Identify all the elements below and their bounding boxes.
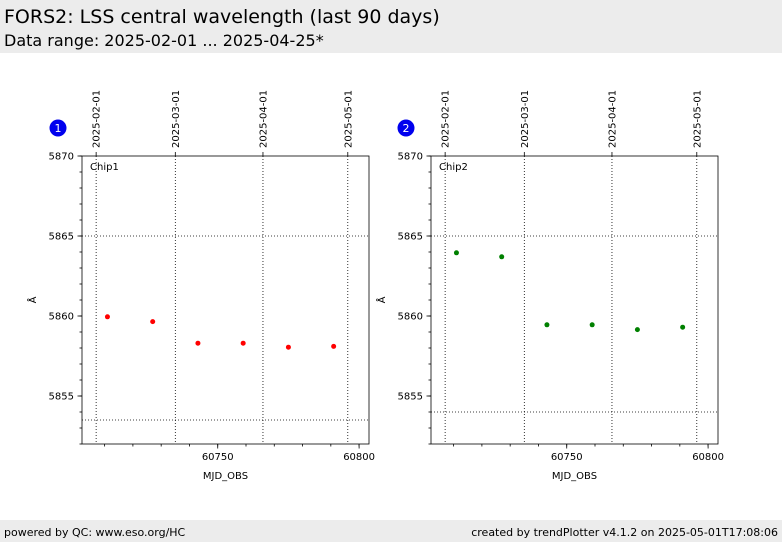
page-title: FORS2: LSS central wavelength (last 90 d… (4, 6, 440, 28)
data-point (499, 254, 505, 260)
y-tick-label: 5865 (49, 232, 74, 243)
data-point (331, 343, 337, 349)
y-tick-label: 5865 (398, 232, 423, 243)
y-tick-label: 5870 (49, 152, 74, 163)
chip-panel-1: 2025-02-01 2025-03-01 2025-04-01 2025-05-01… (26, 90, 375, 482)
badge-number: 2 (403, 122, 410, 135)
x-tick-label: 60750 (551, 452, 583, 463)
header-bar: FORS2: LSS central wavelength (last 90 d… (0, 0, 782, 53)
data-range-subtitle: Data range: 2025-02-01 ... 2025-04-25* (4, 31, 324, 50)
y-tick-label: 5860 (49, 312, 74, 323)
y-tick-label: 5870 (398, 152, 423, 163)
y-axis-label: Å (375, 296, 388, 303)
data-point (240, 340, 246, 346)
y-tick-label: 5855 (398, 392, 423, 403)
x-tick-label: 60800 (343, 452, 375, 463)
data-point (195, 340, 201, 346)
plot-frame (430, 155, 719, 445)
data-point (544, 322, 550, 328)
chip-panel-2: 2025-02-01 2025-03-01 2025-04-01 2025-05-01… (375, 90, 724, 482)
top-date-label: 2025-03-01 (171, 90, 182, 148)
y-tick-label: 5855 (49, 392, 74, 403)
top-date-label: 2025-02-01 (92, 90, 103, 148)
badge-number: 1 (55, 122, 62, 135)
data-point (285, 344, 291, 350)
x-tick-label: 60750 (202, 452, 234, 463)
top-date-label: 2025-03-01 (520, 90, 531, 148)
trend-plots: 2025-02-01 2025-03-01 2025-04-01 2025-05-01… (26, 90, 724, 482)
data-point (453, 250, 459, 256)
top-date-label: 2025-02-01 (441, 90, 452, 148)
x-axis-label: MJD_OBS (203, 471, 248, 482)
data-point (150, 319, 156, 325)
badge-circle (49, 119, 67, 137)
badge-circle (397, 119, 415, 137)
data-point (104, 314, 110, 320)
y-axis-label: Å (26, 296, 39, 303)
data-point (589, 322, 595, 328)
chip-label: Chip2 (439, 162, 468, 173)
x-tick-label: 60800 (692, 452, 724, 463)
data-point (680, 324, 686, 330)
x-axis-label: MJD_OBS (552, 471, 597, 482)
footer-bar: powered by QC: www.eso.org/HC created by… (0, 520, 782, 542)
y-tick-label: 5860 (398, 312, 423, 323)
plot-frame (81, 155, 370, 445)
top-date-label: 2025-05-01 (343, 90, 354, 148)
chip-label: Chip1 (90, 162, 119, 173)
data-point (634, 327, 640, 333)
powered-by-text: powered by QC: www.eso.org/HC (4, 526, 186, 539)
top-date-label: 2025-05-01 (692, 90, 703, 148)
created-by-text: created by trendPlotter v4.1.2 on 2025-0… (471, 526, 778, 539)
top-date-label: 2025-04-01 (607, 90, 618, 148)
top-date-label: 2025-04-01 (258, 90, 269, 148)
